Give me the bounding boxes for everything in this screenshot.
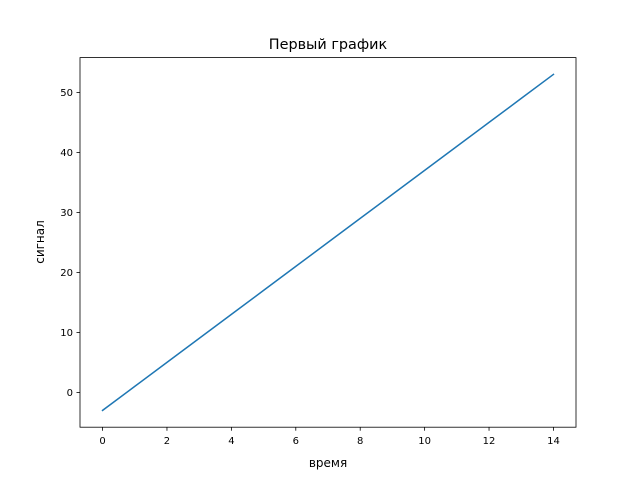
- x-tick-label: 2: [164, 436, 170, 447]
- x-axis-label: время: [309, 456, 347, 470]
- x-tick-label: 14: [547, 436, 560, 447]
- plot-area: [101, 73, 555, 412]
- y-tick-label: 10: [60, 328, 73, 339]
- x-tick-label: 8: [357, 436, 363, 447]
- x-tick-label: 0: [99, 436, 105, 447]
- y-tick-label: 0: [67, 388, 73, 399]
- y-tick-label: 50: [60, 88, 73, 99]
- y-axis: 0 10 20 30 40 50: [60, 88, 80, 399]
- x-tick-label: 12: [483, 436, 496, 447]
- x-tick-label: 6: [293, 436, 299, 447]
- y-axis-label: сигнал: [33, 220, 47, 264]
- y-tick-label: 40: [60, 148, 73, 159]
- chart-title: Первый график: [269, 37, 388, 53]
- axes-frame: [79, 57, 577, 428]
- y-tick-label: 30: [60, 208, 73, 219]
- x-tick-label: 4: [228, 436, 234, 447]
- y-tick-label: 20: [60, 268, 73, 279]
- x-tick-label: 10: [418, 436, 431, 447]
- series-line: [101, 73, 555, 412]
- x-axis: 0 2 4 6 8 10 12 14: [99, 427, 560, 447]
